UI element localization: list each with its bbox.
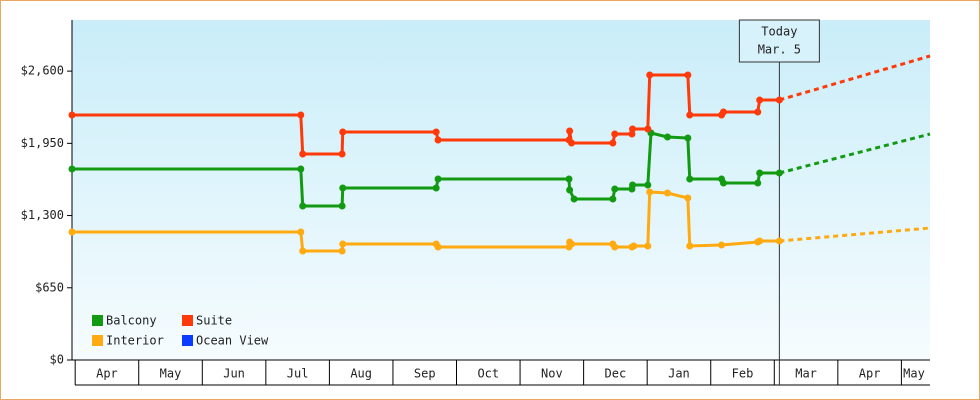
point: [338, 202, 346, 210]
point: [68, 228, 76, 236]
legend-label: Interior: [106, 334, 164, 348]
point: [719, 179, 727, 187]
legend-label: Balcony: [106, 314, 157, 328]
plot-area: [72, 20, 930, 360]
point: [646, 71, 654, 79]
x-tick-label: Apr: [859, 367, 881, 381]
legend-swatch: [92, 335, 103, 346]
point: [684, 134, 692, 142]
point: [566, 127, 574, 135]
point: [432, 184, 440, 192]
point: [339, 240, 347, 248]
point: [609, 139, 617, 147]
x-tick-label: May: [160, 367, 182, 381]
point: [775, 169, 783, 177]
point: [644, 181, 652, 189]
y-tick-label: $0: [50, 353, 64, 367]
point: [754, 179, 762, 187]
point: [754, 108, 762, 116]
point: [299, 247, 307, 255]
x-tick-label: Nov: [541, 367, 563, 381]
point: [646, 188, 654, 196]
point: [609, 195, 617, 203]
point: [684, 71, 692, 79]
point: [299, 150, 307, 158]
point: [297, 111, 305, 119]
point: [664, 189, 672, 197]
point: [432, 128, 440, 136]
x-tick-label: Sep: [414, 367, 436, 381]
point: [775, 96, 783, 104]
point: [756, 96, 764, 104]
point: [568, 139, 576, 147]
point: [611, 185, 619, 193]
y-tick-label: $650: [35, 280, 64, 294]
x-tick-label: Apr: [96, 367, 118, 381]
point: [719, 108, 727, 116]
today-title: Today: [761, 25, 797, 39]
point: [568, 240, 576, 248]
y-tick-label: $2,600: [21, 64, 64, 78]
point: [297, 165, 305, 173]
y-tick-label: $1,300: [21, 208, 64, 222]
point: [338, 247, 346, 255]
point: [686, 242, 694, 250]
point: [644, 242, 652, 250]
point: [718, 241, 726, 249]
x-tick-label: Aug: [350, 367, 372, 381]
point: [756, 169, 764, 177]
x-tick-label: Mar: [795, 367, 817, 381]
y-tick-label: $1,950: [21, 136, 64, 150]
point: [686, 175, 694, 183]
x-tick-label: Jul: [287, 367, 309, 381]
point: [644, 125, 652, 133]
point: [775, 237, 783, 245]
point: [338, 150, 346, 158]
point: [566, 186, 574, 194]
point: [434, 136, 442, 144]
point: [570, 195, 578, 203]
point: [297, 228, 305, 236]
point: [686, 111, 694, 119]
point: [434, 243, 442, 251]
point: [684, 194, 692, 202]
projection-line: [779, 226, 931, 243]
point: [299, 202, 307, 210]
today-date: Mar. 5: [758, 43, 801, 57]
point: [434, 175, 442, 183]
legend-swatch: [182, 335, 193, 346]
point: [629, 181, 637, 189]
point: [756, 237, 764, 245]
x-tick-label: Jun: [223, 367, 245, 381]
projection-line: [778, 54, 931, 102]
point: [565, 175, 573, 183]
point: [664, 133, 672, 141]
point: [339, 184, 347, 192]
point: [339, 128, 347, 136]
point: [68, 111, 76, 119]
x-tick-label: Dec: [605, 367, 627, 381]
legend-label: Ocean View: [196, 334, 269, 348]
x-tick-label: May: [903, 367, 925, 381]
legend-label: Suite: [196, 314, 232, 328]
point: [611, 130, 619, 138]
point: [629, 125, 637, 133]
x-tick-label: Feb: [732, 367, 754, 381]
projection-line: [778, 132, 931, 175]
today-box: [738, 19, 820, 63]
point: [611, 243, 619, 251]
x-tick-label: Oct: [477, 367, 499, 381]
legend-swatch: [92, 315, 103, 326]
point: [68, 165, 76, 173]
x-tick-label: Jan: [668, 367, 690, 381]
point: [630, 242, 638, 250]
legend-swatch: [182, 315, 193, 326]
